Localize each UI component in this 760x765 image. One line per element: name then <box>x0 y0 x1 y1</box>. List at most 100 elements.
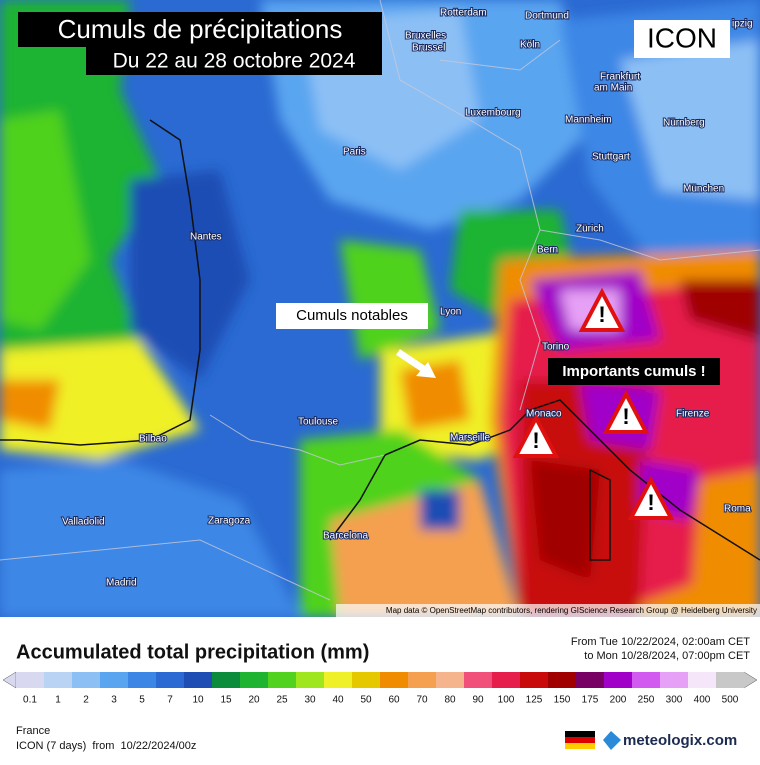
city-label: Madrid <box>106 578 137 589</box>
legend-swatch <box>548 672 577 688</box>
legend-title: Accumulated total precipitation (mm) <box>16 641 369 663</box>
city-label: Roma <box>724 504 751 515</box>
legend-tick-label: 1 <box>55 695 61 706</box>
city-label: Zaragoza <box>208 516 251 527</box>
city-label: Zürich <box>576 224 604 235</box>
city-label: Paris <box>343 147 366 158</box>
legend-tick-label: 60 <box>388 695 400 706</box>
legend-swatch <box>576 672 605 688</box>
run-label: ICON (7 days) from 10/22/2024/00z <box>16 740 196 752</box>
city-label: Bilbao <box>139 434 167 445</box>
legend-swatch <box>520 672 549 688</box>
city-label: Brussel <box>412 43 445 54</box>
city-label: Marseille <box>450 433 490 444</box>
annotation: Cumuls notables <box>296 307 408 324</box>
precip-map: Rotterdam Dortmund ipzig Bruxelles Bruss… <box>0 0 760 617</box>
city-label: ipzig <box>732 19 753 30</box>
arrow-head <box>416 362 436 378</box>
city-labels: Rotterdam Dortmund ipzig Bruxelles Bruss… <box>61 7 754 590</box>
legend-tick-label: 20 <box>248 695 260 706</box>
legend-swatch <box>100 672 129 688</box>
legend-tick-label: 3 <box>111 695 117 706</box>
legend-swatch <box>72 672 101 688</box>
city-label: Nürnberg <box>663 118 705 129</box>
svg-text:!: ! <box>622 404 629 429</box>
city-label: Frankfurt <box>600 72 640 83</box>
city-label: Stuttgart <box>592 152 630 163</box>
legend-swatch <box>688 672 717 688</box>
brand: meteologix.com <box>623 732 737 749</box>
svg-text:!: ! <box>598 302 605 327</box>
legend-swatch <box>632 672 661 688</box>
period-to: to Mon 10/28/2024, 07:00pm CET <box>584 650 750 662</box>
legend-swatch <box>184 672 213 688</box>
legend-swatch <box>16 672 45 688</box>
map-title: Cumuls de précipitations <box>58 14 343 44</box>
flag <box>565 731 595 749</box>
legend-swatch <box>492 672 521 688</box>
legend-tick-label: 7 <box>167 695 173 706</box>
city-label: am Main <box>594 83 632 94</box>
legend-swatch <box>660 672 689 688</box>
legend-tick-label: 30 <box>304 695 316 706</box>
legend-tick-label: 125 <box>526 695 543 706</box>
legend-swatch <box>464 672 493 688</box>
legend-tick-label: 40 <box>332 695 344 706</box>
legend-tick-label: 500 <box>722 695 739 706</box>
annotation: Importants cumuls ! <box>562 363 705 380</box>
warning-icons: ! ! ! ! <box>512 287 675 520</box>
legend-swatch <box>380 672 409 688</box>
legend-tick-label: 400 <box>694 695 711 706</box>
legend-tick-label: 2 <box>83 695 89 706</box>
city-label: Dortmund <box>525 11 569 22</box>
legend-swatch <box>604 672 633 688</box>
city-label: Nantes <box>190 232 222 243</box>
legend-tick-label: 100 <box>498 695 515 706</box>
legend-swatch <box>212 672 241 688</box>
brand-logo <box>603 731 621 750</box>
city-label: Luxembourg <box>465 108 521 119</box>
legend-swatch <box>44 672 73 688</box>
city-label: Mannheim <box>565 115 612 126</box>
legend-swatch <box>436 672 465 688</box>
legend-arrow-right <box>743 671 758 689</box>
legend-tick-label: 5 <box>139 695 145 706</box>
legend-tick-label: 50 <box>360 695 372 706</box>
city-label: Bern <box>537 245 558 256</box>
attribution: Map data © OpenStreetMap contributors, r… <box>386 606 757 615</box>
city-label: Bruxelles <box>405 31 446 42</box>
legend-tick-label: 150 <box>554 695 571 706</box>
legend-tick-label: 80 <box>444 695 456 706</box>
city-label: Torino <box>542 342 570 353</box>
svg-text:!: ! <box>532 428 539 453</box>
legend-arrow-left <box>2 671 17 689</box>
legend-tick-label: 200 <box>610 695 627 706</box>
region-label: France <box>16 725 50 737</box>
city-label: Barcelona <box>323 531 368 542</box>
model-badge: ICON <box>647 22 717 53</box>
legend-tick-label: 300 <box>666 695 683 706</box>
city-label: Lyon <box>440 307 461 318</box>
legend-swatch <box>324 672 353 688</box>
legend-tick-label: 10 <box>192 695 204 706</box>
color-legend: 0.1 1 2 3 5 7 10 15 20 25 30 40 50 60 70 80 90 100 125 150 1… <box>2 671 758 706</box>
legend-swatch <box>296 672 325 688</box>
legend-swatch <box>128 672 157 688</box>
legend-swatch <box>716 672 745 688</box>
city-label: Toulouse <box>298 417 338 428</box>
legend-tick-label: 15 <box>220 695 232 706</box>
legend-swatch <box>352 672 381 688</box>
legend-tick-label: 25 <box>276 695 288 706</box>
legend-swatch <box>240 672 269 688</box>
legend-tick-label: 70 <box>416 695 428 706</box>
svg-text:!: ! <box>647 490 654 515</box>
city-label: Monaco <box>526 409 562 420</box>
period-from: From Tue 10/22/2024, 02:00am CET <box>571 636 750 648</box>
city-label: Valladolid <box>62 517 105 528</box>
legend-tick-label: 175 <box>582 695 599 706</box>
legend-tick-label: 90 <box>472 695 484 706</box>
legend-swatch <box>408 672 437 688</box>
legend-swatch <box>156 672 185 688</box>
